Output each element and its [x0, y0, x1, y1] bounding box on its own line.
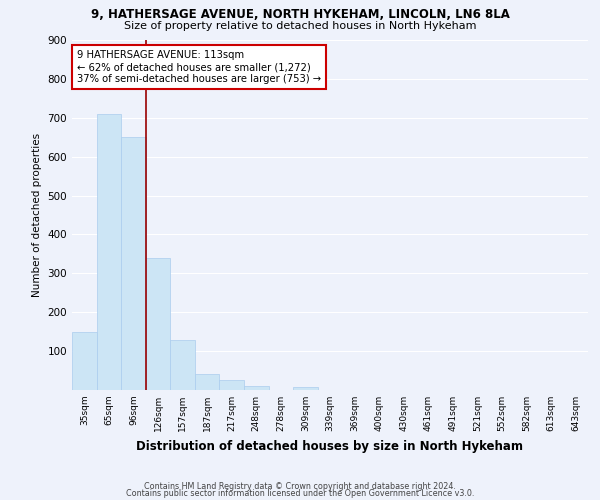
Bar [220, 380, 244, 390]
Text: 9, HATHERSAGE AVENUE, NORTH HYKEHAM, LINCOLN, LN6 8LA: 9, HATHERSAGE AVENUE, NORTH HYKEHAM, LIN… [91, 8, 509, 20]
Bar [146, 258, 170, 390]
Bar [244, 386, 269, 390]
Bar [293, 387, 318, 390]
Text: Contains HM Land Registry data © Crown copyright and database right 2024.: Contains HM Land Registry data © Crown c… [144, 482, 456, 491]
Text: Contains public sector information licensed under the Open Government Licence v3: Contains public sector information licen… [126, 490, 474, 498]
Bar [121, 137, 146, 390]
Bar [170, 340, 195, 390]
Y-axis label: Number of detached properties: Number of detached properties [32, 133, 42, 297]
Bar [195, 374, 220, 390]
Text: 9 HATHERSAGE AVENUE: 113sqm
← 62% of detached houses are smaller (1,272)
37% of : 9 HATHERSAGE AVENUE: 113sqm ← 62% of det… [77, 50, 321, 84]
Bar [97, 114, 121, 390]
Text: Size of property relative to detached houses in North Hykeham: Size of property relative to detached ho… [124, 21, 476, 31]
X-axis label: Distribution of detached houses by size in North Hykeham: Distribution of detached houses by size … [137, 440, 523, 452]
Bar [72, 332, 97, 390]
